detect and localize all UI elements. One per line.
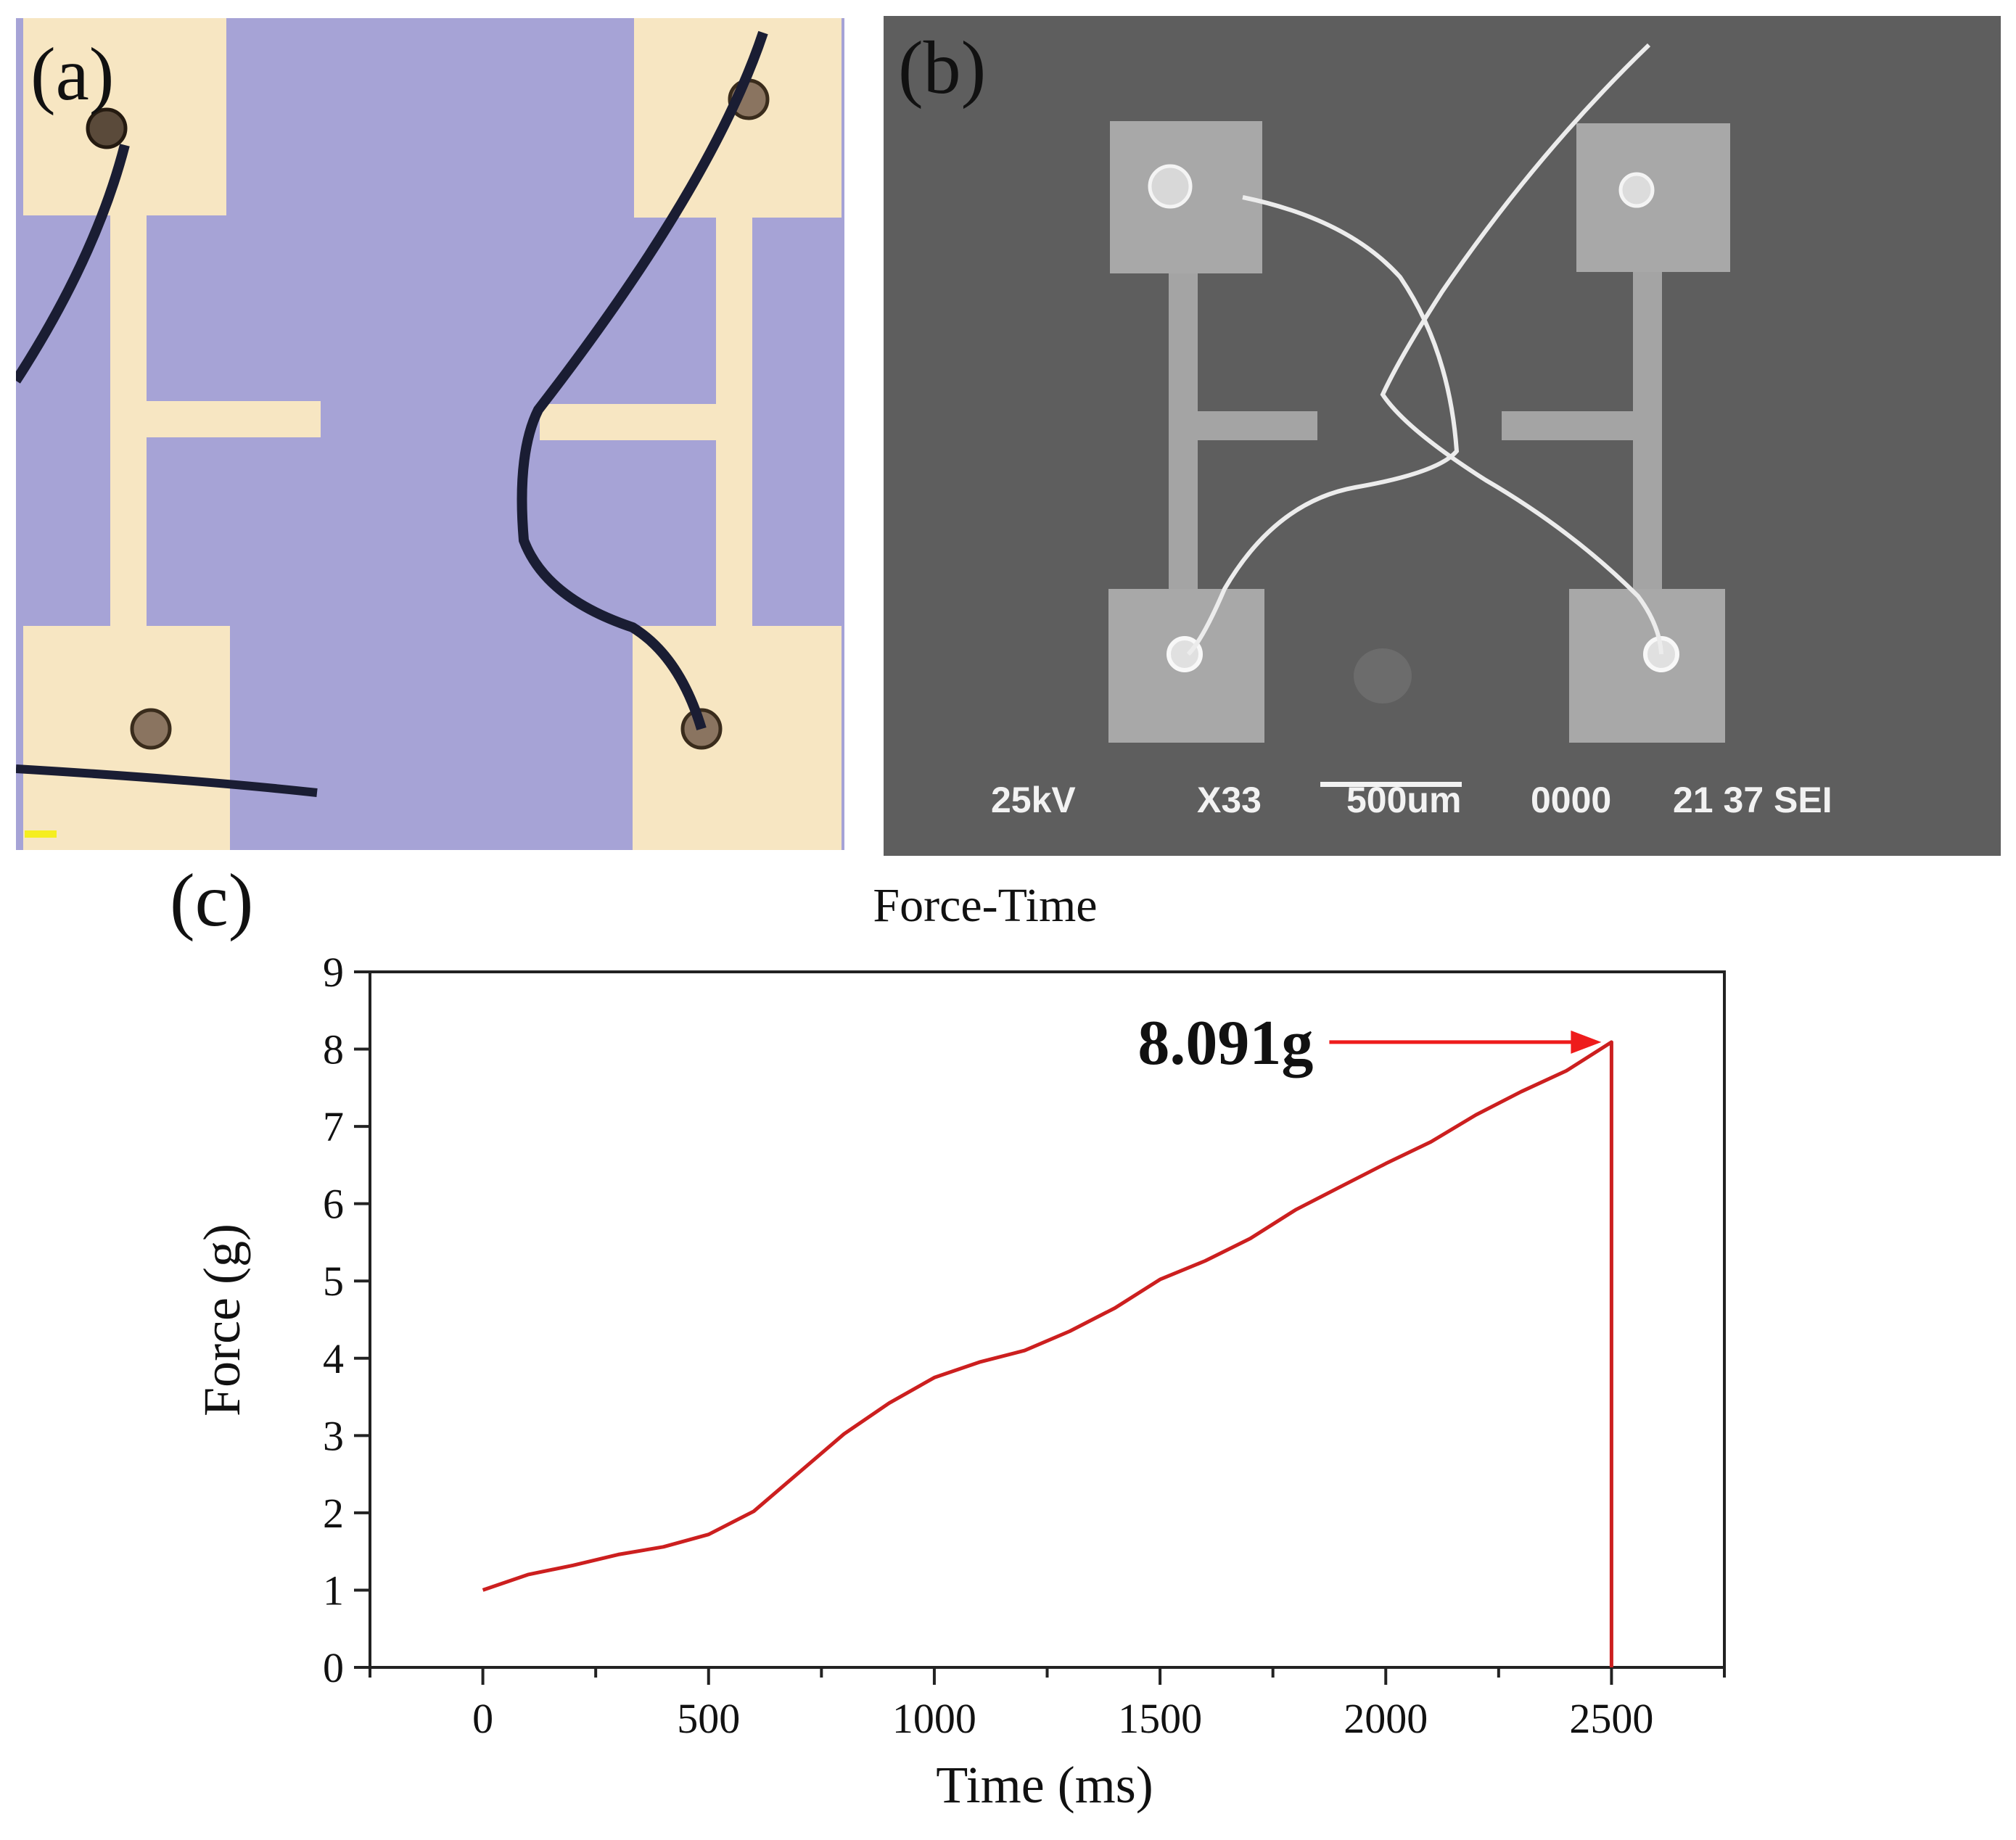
- x-tick-label: 2000: [1344, 1695, 1428, 1742]
- x-axis-ticks: 0 500 1000 1500 2000 2500: [369, 1667, 1726, 1742]
- y-tick-label: 9: [323, 949, 344, 996]
- force-series-line: [482, 1040, 1613, 1667]
- y-tick-label: 0: [323, 1644, 344, 1691]
- sem-micrograph-image: [884, 16, 2001, 856]
- y-axis-label: Force (g): [193, 1224, 251, 1416]
- y-tick-label: 7: [323, 1103, 344, 1150]
- y-tick-label: 5: [323, 1258, 344, 1305]
- y-tick-label: 8: [323, 1026, 344, 1073]
- sem-micrograph-panel: (b) 25kV X33 500um 0000 21 37 SEI: [884, 16, 2001, 856]
- x-axis-label: Time (ms): [936, 1756, 1153, 1814]
- panel-a-label: (a): [30, 33, 115, 116]
- x-tick-label: 0: [472, 1695, 493, 1742]
- peak-annotation: 8.091g: [1137, 1008, 1602, 1078]
- x-tick-label: 1500: [1118, 1695, 1202, 1742]
- optical-micrograph-panel: (a): [16, 18, 844, 850]
- panel-c-label: (c): [170, 859, 254, 942]
- y-tick-label: 6: [323, 1181, 344, 1228]
- y-tick-label: 3: [323, 1412, 344, 1459]
- y-tick-label: 1: [323, 1567, 344, 1614]
- sem-voltage-label: 25kV: [991, 780, 1076, 820]
- sem-code-label: 0000: [1531, 780, 1612, 820]
- sem-magnification-label: X33: [1197, 780, 1262, 820]
- x-tick-label: 2500: [1569, 1695, 1653, 1742]
- y-axis-ticks: 0 1 2 3 4 5 6 7 8 9: [323, 949, 370, 1691]
- peak-annotation-label: 8.091g: [1137, 1008, 1313, 1078]
- x-tick-label: 500: [677, 1695, 740, 1742]
- sem-scale-bar-label: 500um: [1346, 780, 1462, 820]
- peak-arrow-head: [1571, 1030, 1602, 1054]
- plot-frame: [369, 970, 1726, 1669]
- sem-id-label: 21 37 SEI: [1673, 780, 1832, 820]
- chart-title: Force-Time: [873, 879, 1097, 932]
- optical-micrograph-image: [16, 18, 842, 850]
- x-tick-label: 1000: [892, 1695, 976, 1742]
- y-tick-label: 4: [323, 1335, 344, 1382]
- panel-b-label: (b): [898, 26, 987, 110]
- force-time-chart: Force-Time 0 1 2 3 4 5 6 7 8 9 0 500 1000 1500 2000 25…: [193, 879, 1726, 1814]
- y-tick-label: 2: [323, 1490, 344, 1537]
